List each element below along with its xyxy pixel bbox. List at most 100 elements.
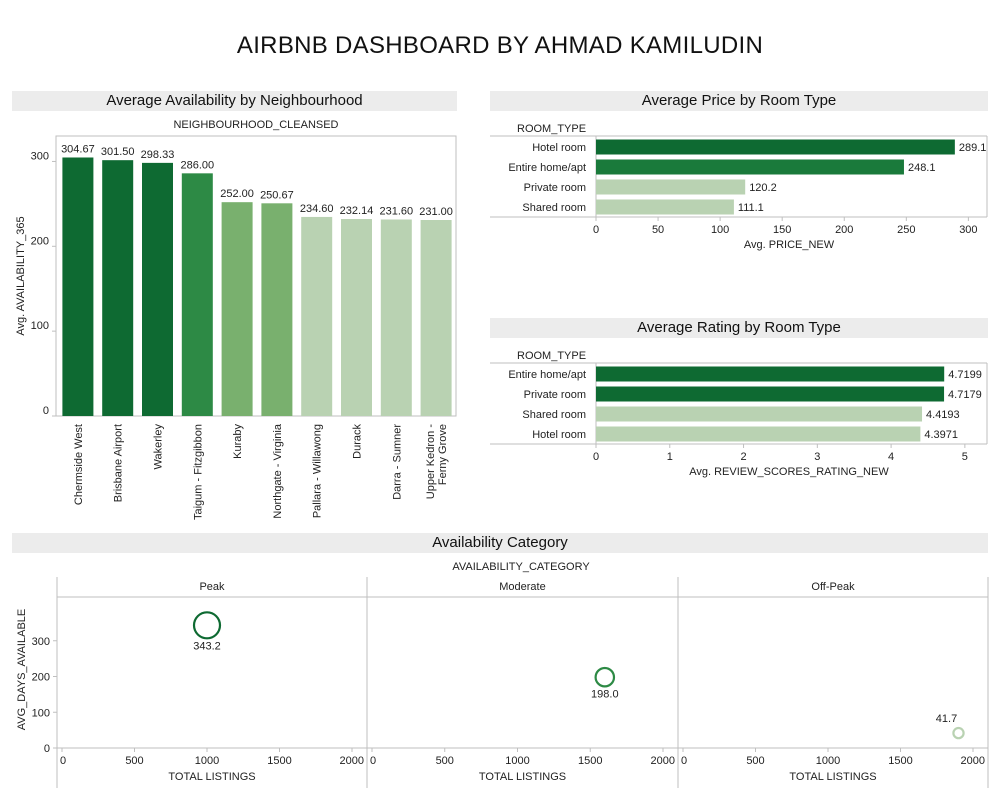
rating-category-label: Hotel room bbox=[532, 429, 586, 441]
x-tick-label: Wakerley bbox=[153, 424, 165, 470]
neighbourhood-subtitle: NEIGHBOURHOOD_CLEANSED bbox=[173, 119, 338, 131]
price-bar-value-label: 248.1 bbox=[908, 162, 936, 174]
rating-x-tick-label: 4 bbox=[888, 451, 894, 463]
bar bbox=[301, 216, 333, 416]
availability-panel-title: Availability Category bbox=[12, 533, 988, 553]
bar bbox=[261, 203, 293, 416]
bar-value-label: 304.67 bbox=[61, 143, 95, 155]
rating-x-tick-label: 0 bbox=[593, 451, 599, 463]
x-tick-label: 500 bbox=[746, 755, 764, 767]
y-tick-label: 0 bbox=[44, 743, 50, 755]
bar bbox=[221, 202, 253, 416]
bar bbox=[62, 157, 94, 416]
x-tick-label: 2000 bbox=[340, 755, 364, 767]
bar-value-label: 252.00 bbox=[220, 188, 254, 200]
scatter-point bbox=[594, 666, 616, 688]
x-tick-label-line: Ferny Grove bbox=[437, 424, 449, 485]
scatter-point bbox=[952, 726, 965, 740]
x-tick-label-line: Darra - Sumner bbox=[391, 424, 403, 500]
x-tick-label-line: Taigum - Fitzgibbon bbox=[192, 424, 204, 520]
y-tick-label: 300 bbox=[32, 636, 50, 648]
price-bar-value-label: 111.1 bbox=[738, 202, 764, 214]
price-x-tick-label: 200 bbox=[835, 224, 853, 236]
y-tick-label: 0 bbox=[43, 405, 49, 417]
bar bbox=[341, 219, 372, 416]
x-tick-label: 1500 bbox=[267, 755, 291, 767]
price-category-header: ROOM_TYPE bbox=[517, 123, 586, 135]
y-tick-label: 100 bbox=[32, 707, 50, 719]
x-tick-label: 0 bbox=[60, 755, 66, 767]
bar-value-label: 234.60 bbox=[300, 203, 334, 215]
rating-x-tick-label: 2 bbox=[740, 451, 746, 463]
x-tick-label: Pallara - Willawong bbox=[312, 424, 324, 518]
x-tick-label: 1000 bbox=[195, 755, 219, 767]
scatter-point bbox=[192, 611, 222, 640]
x-tick-label: 1000 bbox=[505, 755, 529, 767]
price-category-label: Entire home/apt bbox=[508, 162, 586, 174]
x-tick-label-line: Northgate - Virginia bbox=[272, 423, 284, 518]
rating-category-label: Shared room bbox=[522, 409, 586, 421]
rating-bar-value-label: 4.4193 bbox=[926, 409, 960, 421]
y-tick-label: 300 bbox=[31, 150, 49, 162]
rating-bar bbox=[596, 426, 921, 442]
price-bar bbox=[596, 139, 955, 155]
price-bar-value-label: 120.2 bbox=[749, 182, 777, 194]
x-tick-label-line: Upper Kedron - bbox=[425, 424, 437, 500]
x-axis-label: TOTAL LISTINGS bbox=[168, 771, 255, 783]
x-tick-label: Brisbane Airport bbox=[113, 424, 125, 502]
rating-bar bbox=[596, 366, 945, 382]
dashboard-title: AIRBNB DASHBOARD BY AHMAD KAMILUDIN bbox=[236, 32, 764, 59]
price-x-tick-label: 0 bbox=[593, 224, 599, 236]
price-bar bbox=[596, 179, 746, 195]
bar bbox=[142, 162, 173, 416]
x-tick-label: Upper Kedron -Ferny Grove bbox=[425, 424, 449, 500]
facet-label: Peak bbox=[199, 581, 225, 593]
bar bbox=[420, 220, 452, 416]
price-x-tick-label: 50 bbox=[652, 224, 664, 236]
bar bbox=[380, 219, 412, 416]
x-tick-label: 2000 bbox=[651, 755, 675, 767]
x-tick-label: 0 bbox=[370, 755, 376, 767]
x-tick-label: Northgate - Virginia bbox=[272, 423, 284, 518]
x-tick-label: Darra - Sumner bbox=[391, 424, 403, 500]
rating-panel-title: Average Rating by Room Type bbox=[490, 318, 988, 338]
x-tick-label: 1000 bbox=[816, 755, 840, 767]
rating-bar-value-label: 4.3971 bbox=[924, 429, 958, 441]
facet-label: Moderate bbox=[499, 581, 545, 593]
price-bar bbox=[596, 199, 734, 215]
rating-bar bbox=[596, 386, 945, 402]
x-tick-label: 1500 bbox=[888, 755, 912, 767]
x-axis-label: TOTAL LISTINGS bbox=[789, 771, 876, 783]
rating-x-axis-label: Avg. REVIEW_SCORES_RATING_NEW bbox=[689, 466, 889, 478]
bar bbox=[102, 160, 134, 416]
point-value-label: 198.0 bbox=[591, 688, 619, 700]
point-value-label: 343.2 bbox=[193, 640, 221, 652]
y-axis-label: Avg. AVAILABILITY_365 bbox=[15, 216, 27, 335]
bar-value-label: 301.50 bbox=[101, 146, 135, 158]
neighbourhood-panel-title: Average Availability by Neighbourhood bbox=[12, 91, 457, 111]
x-tick-label: Chermside West bbox=[73, 424, 85, 505]
price-bar-value-label: 289.1 bbox=[959, 142, 987, 154]
x-tick-label-line: Wakerley bbox=[153, 424, 165, 470]
bar-value-label: 250.67 bbox=[260, 189, 294, 201]
price-x-tick-label: 250 bbox=[897, 224, 915, 236]
price-x-tick-label: 150 bbox=[773, 224, 791, 236]
x-tick-label-line: Chermside West bbox=[73, 424, 85, 505]
price-x-tick-label: 300 bbox=[959, 224, 977, 236]
x-tick-label: Durack bbox=[352, 424, 364, 459]
y-tick-label: 200 bbox=[31, 235, 49, 247]
neighbourhood-plot-frame bbox=[55, 135, 457, 417]
rating-x-tick-label: 5 bbox=[962, 451, 968, 463]
y-tick-label: 200 bbox=[32, 672, 50, 684]
y-tick-label: 100 bbox=[31, 320, 49, 332]
x-tick-label-line: Kuraby bbox=[232, 424, 244, 459]
facet-label: Off-Peak bbox=[811, 581, 855, 593]
price-panel-title: Average Price by Room Type bbox=[490, 91, 988, 111]
x-tick-label-line: Pallara - Willawong bbox=[312, 424, 324, 518]
x-tick-label: 500 bbox=[436, 755, 454, 767]
price-category-label: Shared room bbox=[522, 202, 586, 214]
rating-bar-value-label: 4.7179 bbox=[948, 389, 982, 401]
